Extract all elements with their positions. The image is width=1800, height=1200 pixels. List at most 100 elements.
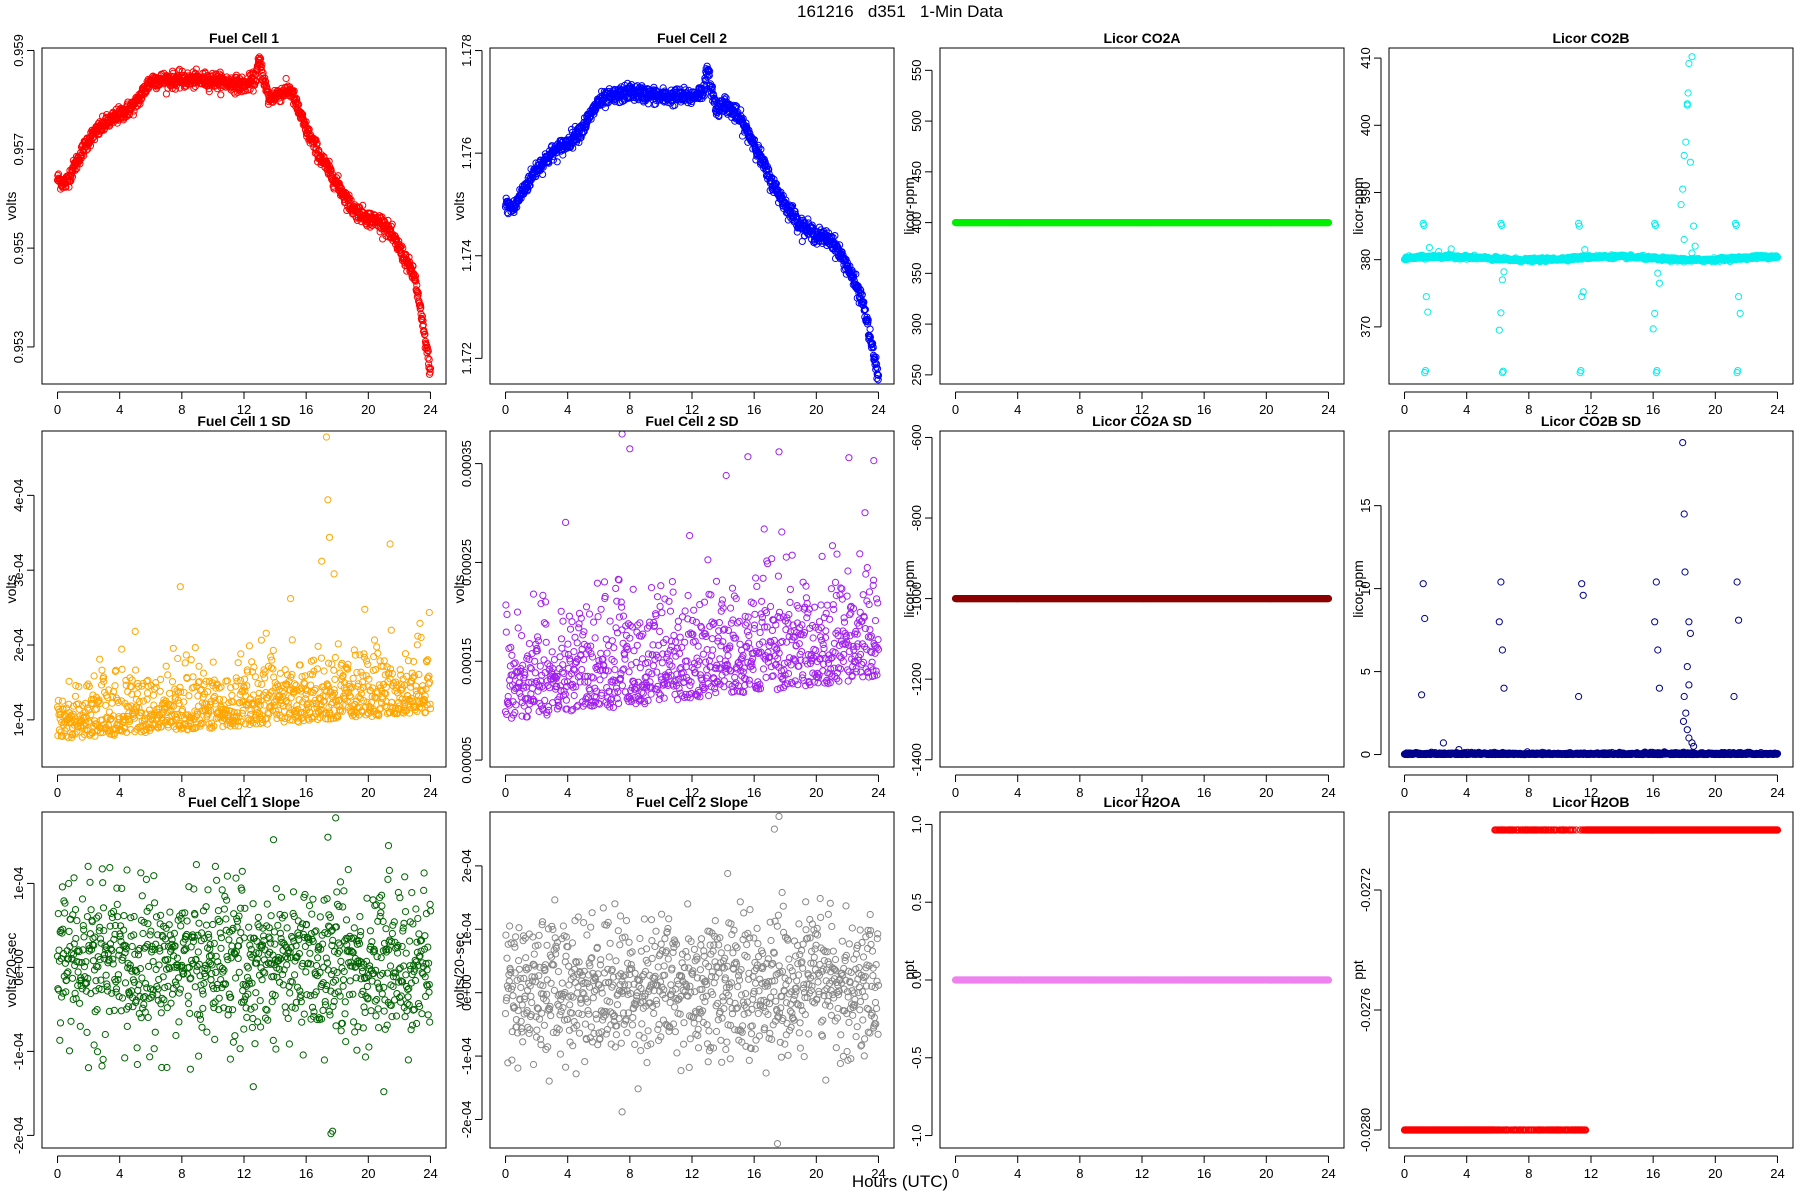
data-point [290,87,298,95]
data-point [67,176,75,185]
y-tick-label: 1.176 [459,137,474,170]
x-tick-label: 8 [1525,402,1532,417]
y-tick-label: 400 [1358,114,1373,136]
data-point [334,172,342,180]
y-tick-label: 400 [909,212,924,234]
data-point [1422,293,1430,301]
data-point [190,84,198,92]
figure-title: 161216 d351 1-Min Data [796,2,1004,21]
data-point [1691,242,1699,250]
data-point [1685,59,1693,68]
data-point [553,158,561,166]
panel-title: Fuel Cell 1 SD [197,413,290,429]
data-point [96,655,104,663]
data-point [1686,158,1695,166]
x-tick-label: 16 [1646,402,1660,417]
data-point [86,142,95,150]
data-point [325,157,333,165]
data-point [257,636,265,644]
x-tick-label: 20 [361,402,375,417]
x-tick-label: 4 [116,402,123,417]
data-point [1425,244,1434,252]
x-tick-label: 24 [1770,402,1784,417]
data-point [98,666,106,674]
data-point [209,658,217,666]
data-point [257,64,265,72]
data-point [105,708,114,716]
data-point [171,85,179,93]
panel-title: Fuel Cell 2 [657,30,727,46]
y-tick-label: 410 [1358,47,1373,69]
data-point [1655,279,1664,287]
x-tick-label: 8 [178,402,185,417]
y-tick-label: 450 [909,161,924,183]
data-point [1677,201,1685,209]
data-point [141,84,149,93]
data-point [1651,309,1659,317]
x-tick-label: 24 [871,402,885,417]
data-point [237,650,245,658]
data-point [1679,185,1687,193]
data-point [262,629,270,637]
data-point [185,692,193,700]
data-point [288,636,296,644]
data-point [738,132,747,140]
x-tick-label: 16 [1197,402,1211,417]
data-point [105,122,114,130]
x-tick-label: 24 [423,402,437,417]
data-point [217,91,225,99]
data-point [1736,309,1744,317]
data-point [156,687,164,695]
data-point [304,124,312,132]
y-tick-label: 0.959 [11,34,26,67]
data-point [165,689,174,697]
y-axis-label: volts [3,192,19,221]
x-tick-label: 0 [1401,402,1408,417]
x-tick-label: 20 [1259,402,1273,417]
x-tick-label: 24 [1321,402,1335,417]
data-point [266,689,274,697]
data-point [251,81,259,89]
data-point [242,692,250,700]
data-point [192,65,200,73]
data-point [327,167,335,175]
y-tick-label: 0.957 [11,133,26,166]
x-tick-label: 8 [1076,402,1083,417]
data-point [1447,245,1455,253]
data-point [247,706,255,714]
data-point [149,691,158,699]
data-point [1690,222,1698,230]
y-tick-label: 500 [909,110,924,132]
data-point [1682,138,1690,146]
data-point [1495,326,1503,334]
data-point [102,701,110,709]
data-point [157,675,165,684]
data-point [76,160,84,168]
y-tick-label: 370 [1358,316,1373,338]
x-tick-label: 20 [1708,402,1722,417]
plot-frame [939,47,1345,385]
x-tick-label: 4 [1014,402,1021,417]
x-tick-label: 0 [502,402,509,417]
data-point [132,666,140,674]
x-tick-label: 8 [626,402,633,417]
data-point [191,82,199,91]
data-point [191,644,199,652]
data-point [1497,309,1505,317]
data-point [312,144,320,152]
data-point [310,656,318,664]
data-point [317,654,326,662]
data-point [1500,268,1508,276]
plot-frame [1388,47,1794,385]
data-point [195,662,203,670]
data-point [162,662,170,670]
y-tick-label: 1.178 [459,34,474,67]
data-point [1498,276,1507,284]
data-point [189,673,197,681]
y-tick-label: 1.172 [459,342,474,375]
panel-title: Licor CO2B [1552,30,1629,46]
